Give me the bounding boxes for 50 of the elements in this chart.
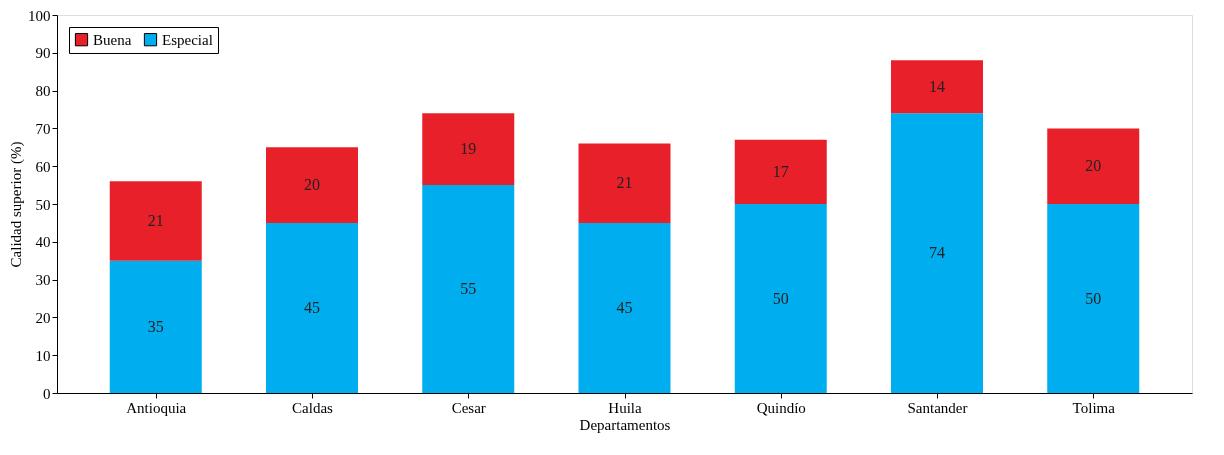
x-tick-label: Quindío [756, 399, 806, 416]
data-label: 14 [929, 77, 945, 95]
x-tick-label: Antioquia [126, 399, 187, 416]
y-tick-label: 70 [35, 120, 51, 137]
bar [578, 222, 671, 393]
data-label: 21 [616, 174, 633, 192]
data-label: 21 [147, 212, 164, 230]
x-tick-label: Tolima [1072, 399, 1116, 416]
data-label: 50 [1085, 289, 1102, 307]
bar [266, 222, 358, 393]
x-tick-label: Huila [608, 399, 642, 416]
data-label: 45 [304, 298, 320, 316]
legend-label: Buena [93, 31, 132, 48]
x-axis-title: Departamentos [579, 416, 671, 433]
bar [422, 185, 515, 393]
data-label: 19 [460, 140, 477, 158]
bar [891, 113, 983, 393]
bar [734, 204, 827, 393]
bar [578, 143, 671, 223]
data-label: 35 [147, 317, 164, 335]
legend-label: Especial [162, 31, 213, 48]
y-tick-label: 10 [35, 347, 51, 364]
bar [891, 60, 983, 114]
x-tick-label: Santander [907, 399, 968, 416]
y-tick-label: 50 [35, 196, 51, 213]
y-tick-label: 40 [35, 234, 51, 251]
y-tick-label: 60 [35, 158, 51, 175]
y-tick-label: 100 [28, 7, 51, 24]
data-label: 20 [1085, 157, 1102, 175]
y-axis-title: Calidad superior (%) [8, 141, 25, 268]
data-label: 17 [772, 162, 789, 180]
bar [734, 139, 827, 204]
data-label: 20 [304, 176, 320, 194]
y-tick-label: 0 [43, 385, 51, 402]
bar [109, 181, 202, 261]
x-tick-label: Cesar [451, 399, 486, 416]
y-tick-label: 90 [35, 45, 51, 62]
y-tick-label: 20 [35, 309, 51, 326]
x-tick-label: Caldas [292, 399, 334, 416]
data-label: 50 [772, 289, 789, 307]
data-label: 55 [460, 280, 477, 298]
bar [422, 113, 515, 186]
bar [109, 260, 202, 393]
bar [1047, 128, 1140, 204]
bar [266, 147, 358, 223]
data-label: 74 [929, 244, 945, 262]
y-tick-label: 30 [35, 272, 51, 289]
data-label: 45 [616, 298, 633, 316]
y-tick-label: 80 [35, 83, 51, 100]
bar [1047, 204, 1140, 393]
